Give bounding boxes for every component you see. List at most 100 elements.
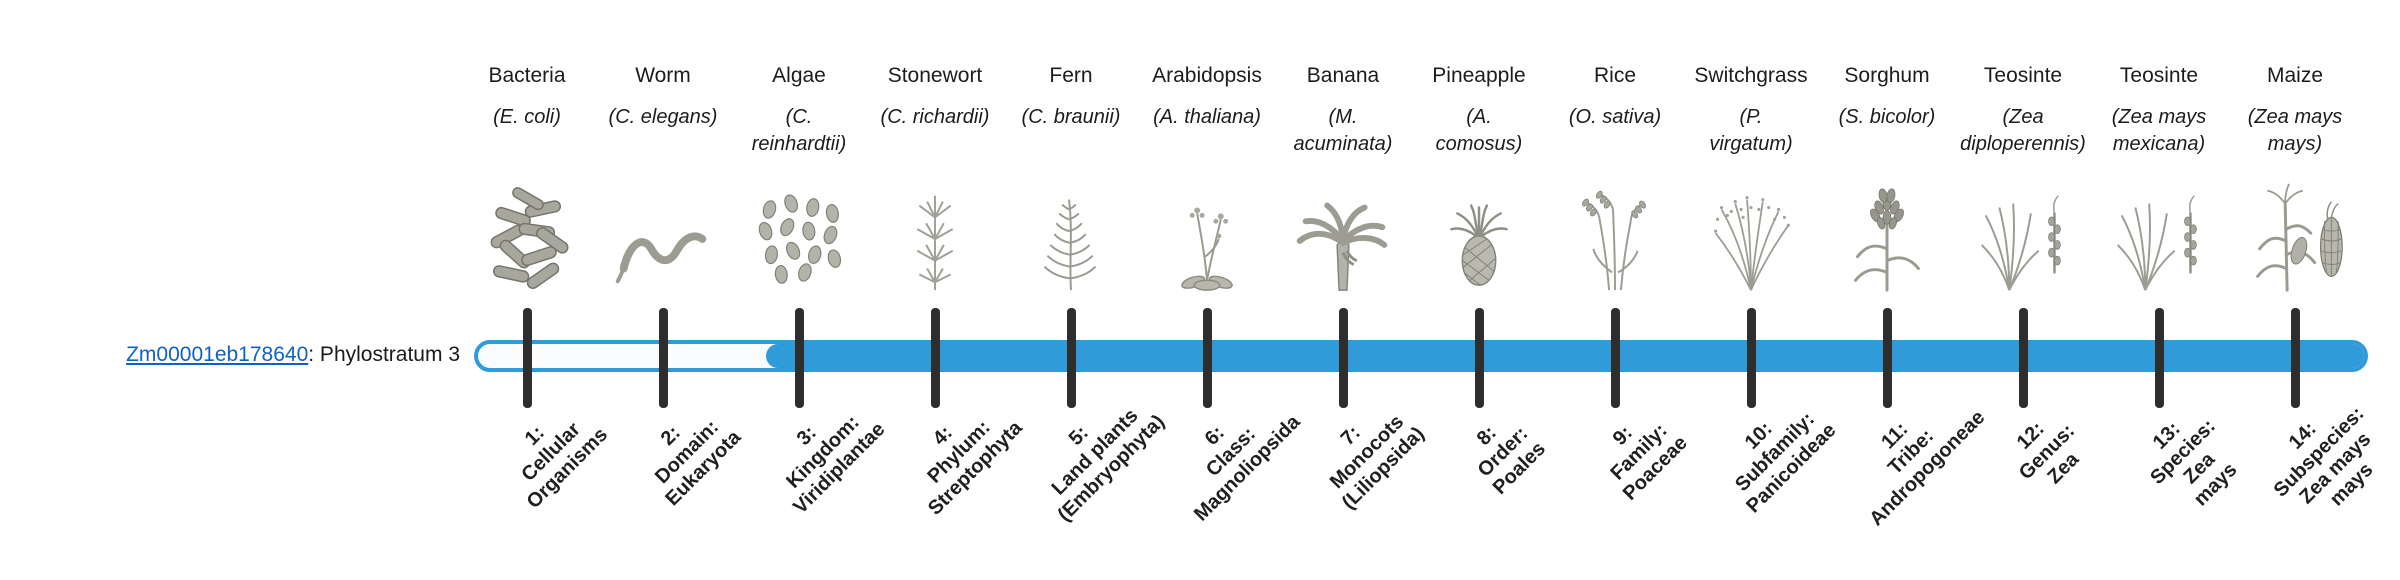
organism-common-name-5: Fern (1049, 64, 1093, 87)
phylostratum-tick-label-text-9: 9: Family: Poaceae (1586, 399, 1692, 505)
timeline-bar-filled-segment (766, 344, 2364, 368)
maize-illustration (2256, 183, 2343, 292)
scientific-name-line: (P. (1739, 106, 1763, 128)
phylostratum-tick-4 (930, 308, 940, 408)
gene-id-link[interactable]: Zm00001eb178640 (126, 343, 309, 366)
organism-illustration-box-12 (1955, 170, 2091, 302)
phylostratum-tick-12 (2018, 308, 2028, 408)
sorghum-illustration (1854, 188, 1920, 292)
organism-common-name-12: Teosinte (1983, 64, 2063, 87)
organism-scientific-name-12: (Zea diploperennis) (1923, 104, 2123, 158)
organism-common-name-11: Sorghum (1844, 64, 1930, 87)
scientific-name-line: (E. coli) (493, 106, 561, 128)
stonewort-illustration (916, 195, 954, 291)
phylostratum-tick-label-text-12: 12: Genus: Zea (1999, 404, 2097, 502)
scientific-name-line: (C. elegans) (608, 106, 718, 128)
phylostratum-tick-14 (2290, 308, 2300, 408)
scientific-name-line: (C. braunii) (1021, 106, 1121, 128)
bacteria-illustration (490, 187, 569, 289)
organism-scientific-name-13: (Zea mays mexicana) (2059, 104, 2259, 158)
scientific-name-line: acuminata) (1293, 133, 1393, 155)
phylostratum-tick-1 (522, 308, 532, 408)
organism-illustration-box-1 (459, 170, 595, 302)
organism-illustration-box-11 (1819, 170, 1955, 302)
fern-illustration (1043, 199, 1097, 291)
organism-scientific-name-1: (E. coli) (427, 104, 627, 131)
phylostratum-tick-label-text-8: 8: Order: Poales (1456, 405, 1550, 499)
scientific-name-line: (C. (785, 106, 813, 128)
scientific-name-line: (M. (1328, 106, 1358, 128)
organism-illustration-box-6 (1139, 170, 1275, 302)
organism-illustration-box-13 (2091, 170, 2227, 302)
arabidopsis-illustration (1181, 207, 1233, 291)
scientific-name-line: virgatum) (1709, 133, 1793, 155)
organism-common-name-8: Pineapple (1432, 64, 1526, 87)
phylostratum-tick-8 (1474, 308, 1484, 408)
scientific-name-line: (A. thaliana) (1153, 106, 1261, 128)
organism-scientific-name-10: (P. virgatum) (1651, 104, 1851, 158)
phylostratum-tick-13 (2154, 308, 2164, 408)
rice-illustration (1582, 190, 1646, 291)
organism-illustration-box-14 (2227, 170, 2363, 302)
phylostratum-tick-2 (658, 308, 668, 408)
phylostratum-tick-label-text-3: 3: Kingdom: Viridiplantae (757, 386, 890, 519)
algae-illustration (758, 194, 842, 284)
scientific-name-line: (Zea mays (2111, 106, 2207, 128)
phylostratum-tick-label-text-4: 4: Phylum: Streptophyta (891, 384, 1027, 520)
organism-scientific-name-11: (S. bicolor) (1787, 104, 1987, 131)
phylostratum-tick-10 (1746, 308, 1756, 408)
timeline-bar (474, 340, 2368, 372)
organism-common-name-3: Algae (772, 64, 826, 87)
scientific-name-line: (C. richardii) (880, 106, 990, 128)
organism-illustration-box-7 (1275, 170, 1411, 302)
organism-scientific-name-8: (A. comosus) (1379, 104, 1579, 158)
organism-illustration-box-3 (731, 170, 867, 302)
phylostratum-tick-label-text-7: 7: Monocots (Liliopsida) (1305, 390, 1429, 514)
pineapple-illustration (1450, 204, 1508, 286)
organism-illustration-box-5 (1003, 170, 1139, 302)
organism-illustration-box-2 (595, 170, 731, 302)
organism-scientific-name-5: (C. braunii) (971, 104, 1171, 131)
phylostratum-tick-7 (1338, 308, 1348, 408)
phylostratum-tick-5 (1066, 308, 1076, 408)
organism-scientific-name-2: (C. elegans) (563, 104, 763, 131)
scientific-name-line: mexicana) (2112, 133, 2206, 155)
scientific-name-line: (Zea mays (2247, 106, 2343, 128)
organism-common-name-9: Rice (1593, 64, 1636, 87)
phylostratum-tick-9 (1610, 308, 1620, 408)
teosinte-illustration (1981, 195, 2061, 291)
organism-illustration-box-10 (1683, 170, 1819, 302)
organism-illustration-box-4 (867, 170, 1003, 302)
organism-scientific-name-3: (C. reinhardtii) (699, 104, 899, 158)
phylostratum-tick-6 (1202, 308, 1212, 408)
gene-phylostratum-label: : Phylostratum 3 (308, 343, 460, 366)
organism-common-name-2: Worm (635, 64, 691, 87)
phylostratum-tick-label-text-5: 5: Land plants (Embryophyta) (1021, 378, 1170, 527)
organism-common-name-14: Maize (2266, 64, 2324, 87)
phylostratum-tick-label-text-10: 10: Subfamily: Panicoideae (1710, 387, 1841, 518)
phylostratum-tick-3 (794, 308, 804, 408)
worm-illustration (615, 232, 707, 284)
banana-illustration (1296, 202, 1388, 291)
phylostratum-tick-label-text-1: 1: Cellular Organisms (490, 391, 613, 514)
organism-common-name-6: Arabidopsis (1152, 64, 1262, 87)
phylostratum-tick-label-text-14: 14: Subspecies: Zea mays mays (2253, 386, 2400, 534)
phylostratum-tick-label-text-11: 11: Tribe: Andropogoneae (1833, 374, 1990, 531)
organism-scientific-name-9: (O. sativa) (1515, 104, 1715, 131)
organism-scientific-name-4: (C. richardii) (835, 104, 1035, 131)
organism-scientific-name-6: (A. thaliana) (1107, 104, 1307, 131)
scientific-name-line: (S. bicolor) (1838, 106, 1936, 128)
organism-common-name-7: Banana (1306, 64, 1380, 87)
organism-common-name-13: Teosinte (2119, 64, 2199, 87)
organism-scientific-name-7: (M. acuminata) (1243, 104, 1443, 158)
switchgrass-illustration (1714, 196, 1790, 291)
gene-row: Zm00001eb178640: Phylostratum 3 (28, 343, 460, 367)
scientific-name-line: diploperennis) (1960, 133, 2086, 155)
phylostratum-tick-label-text-13: 13: Species: Zea mays (2130, 399, 2253, 522)
scientific-name-line: comosus) (1435, 133, 1523, 155)
scientific-name-line: mays) (2267, 133, 2323, 155)
phylostratum-tick-11 (1882, 308, 1892, 408)
organism-illustration-box-8 (1411, 170, 1547, 302)
organism-common-name-10: Switchgrass (1694, 64, 1808, 87)
